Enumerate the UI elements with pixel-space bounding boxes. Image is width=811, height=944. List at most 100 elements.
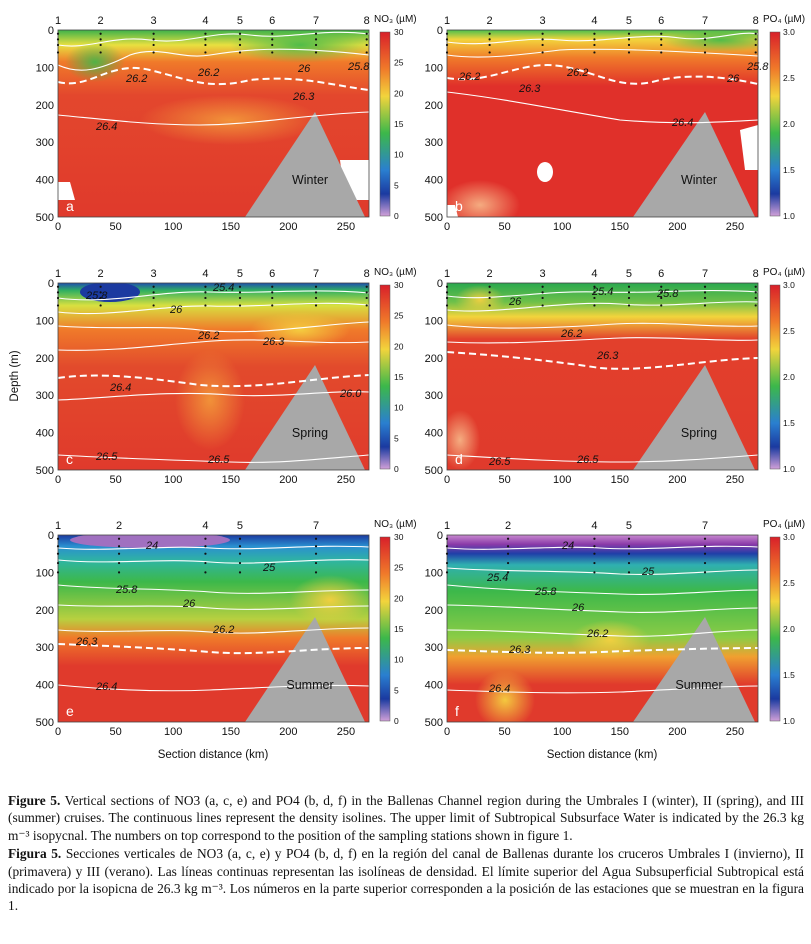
- colorbar-tick: 5: [394, 685, 399, 695]
- x-tick-label: 0: [55, 726, 61, 738]
- y-tick-label: 200: [425, 353, 443, 365]
- colorbars: [379, 31, 781, 722]
- isoline-label: 26: [182, 598, 196, 610]
- sample-point: [593, 32, 596, 35]
- colorbar-tick: 10: [394, 403, 404, 413]
- sample-point: [204, 285, 207, 288]
- y-tick-label: 300: [36, 390, 54, 402]
- colorbar-tick: 1.5: [783, 418, 795, 428]
- y-tick-label: 100: [36, 315, 54, 327]
- sample-point: [754, 291, 757, 294]
- sample-point: [506, 537, 510, 540]
- sample-point: [56, 43, 60, 47]
- isoline-label: 26.4: [95, 121, 117, 133]
- sample-point: [593, 552, 596, 555]
- colorbar-tick: 1.5: [783, 670, 795, 680]
- sample-point: [593, 304, 596, 307]
- sample-point: [445, 291, 449, 294]
- x-tick-label: 100: [553, 726, 571, 738]
- sample-point: [754, 304, 757, 307]
- season-label: Spring: [292, 426, 328, 440]
- station-number: 2: [116, 520, 122, 532]
- isoline-label: 26.2: [197, 330, 219, 342]
- panel-e: [57, 534, 370, 723]
- sample-point: [204, 296, 207, 300]
- station-number: 6: [269, 15, 275, 27]
- sample-point: [99, 291, 102, 294]
- colorbar-tick: 2.0: [783, 624, 795, 634]
- sample-point: [703, 537, 707, 540]
- sample-point: [660, 32, 663, 35]
- sample-point: [541, 296, 544, 300]
- isoline-label: 26.2: [560, 328, 582, 340]
- sample-point: [660, 51, 663, 54]
- panel-a: [57, 29, 370, 218]
- colorbar-tick: 2.5: [783, 73, 795, 83]
- sample-point: [445, 561, 449, 565]
- sample-point: [593, 561, 596, 565]
- sample-point: [152, 38, 155, 41]
- sample-point: [204, 43, 207, 47]
- sample-point: [488, 304, 491, 307]
- sample-point: [99, 51, 102, 54]
- x-tick-label: 250: [726, 726, 744, 738]
- sample-point: [271, 291, 274, 294]
- isoline-label: 26: [571, 602, 585, 614]
- colorbar-title: NO₃ (µM): [374, 519, 417, 530]
- sample-point: [627, 561, 631, 565]
- sample-point: [541, 38, 544, 41]
- sample-point: [445, 285, 449, 288]
- sample-point: [99, 304, 102, 307]
- sample-point: [238, 291, 242, 294]
- y-tick-label: 200: [36, 100, 54, 112]
- x-tick-label: 150: [222, 221, 240, 233]
- isoline-label: 26.4: [95, 681, 117, 693]
- sample-point: [703, 285, 707, 288]
- x-tick-label: 50: [109, 474, 121, 486]
- sample-point: [445, 43, 449, 47]
- isoline-label: 26.5: [576, 454, 599, 466]
- isoline-label: 26.2: [586, 628, 608, 640]
- sample-point: [488, 38, 491, 41]
- sample-point: [754, 296, 757, 300]
- station-number: 4: [591, 15, 597, 27]
- sample-point: [445, 552, 449, 555]
- sample-point: [660, 296, 663, 300]
- colorbar-tick: 2.0: [783, 119, 795, 129]
- station-number: 3: [151, 268, 157, 280]
- colorbar-title: PO₄ (µM): [763, 267, 805, 278]
- sample-point: [627, 545, 631, 548]
- sample-point: [365, 38, 368, 41]
- seamount: [245, 365, 365, 470]
- sample-point: [660, 43, 663, 47]
- x-tick-label: 0: [55, 221, 61, 233]
- colorbar-tick: 25: [394, 563, 404, 573]
- isoline-label: 25.4: [212, 282, 234, 294]
- sample-point: [56, 291, 60, 294]
- y-tick-label: 0: [48, 25, 54, 37]
- sample-point: [660, 291, 663, 294]
- sample-point: [593, 296, 596, 300]
- sample-point: [56, 296, 60, 300]
- station-number: 6: [658, 15, 664, 27]
- sample-point: [488, 32, 491, 35]
- isoline-label: 26.4: [488, 683, 510, 695]
- x-tick-label: 200: [668, 726, 686, 738]
- sample-point: [506, 552, 510, 555]
- sample-point: [56, 32, 60, 35]
- sample-point: [238, 552, 242, 555]
- sample-point: [271, 51, 274, 54]
- y-tick-label: 300: [425, 642, 443, 654]
- panel-letter: c: [66, 451, 73, 467]
- station-number: 4: [591, 520, 597, 532]
- season-label: Summer: [675, 678, 722, 692]
- sample-point: [204, 291, 207, 294]
- colorbar-tick: 15: [394, 372, 404, 382]
- station-number: 7: [313, 15, 319, 27]
- station-number: 7: [702, 15, 708, 27]
- sample-point: [627, 537, 631, 540]
- isoline-label: 26: [297, 63, 311, 75]
- sample-point: [703, 304, 707, 307]
- colorbar-tick: 15: [394, 624, 404, 634]
- panel-c: [57, 282, 370, 471]
